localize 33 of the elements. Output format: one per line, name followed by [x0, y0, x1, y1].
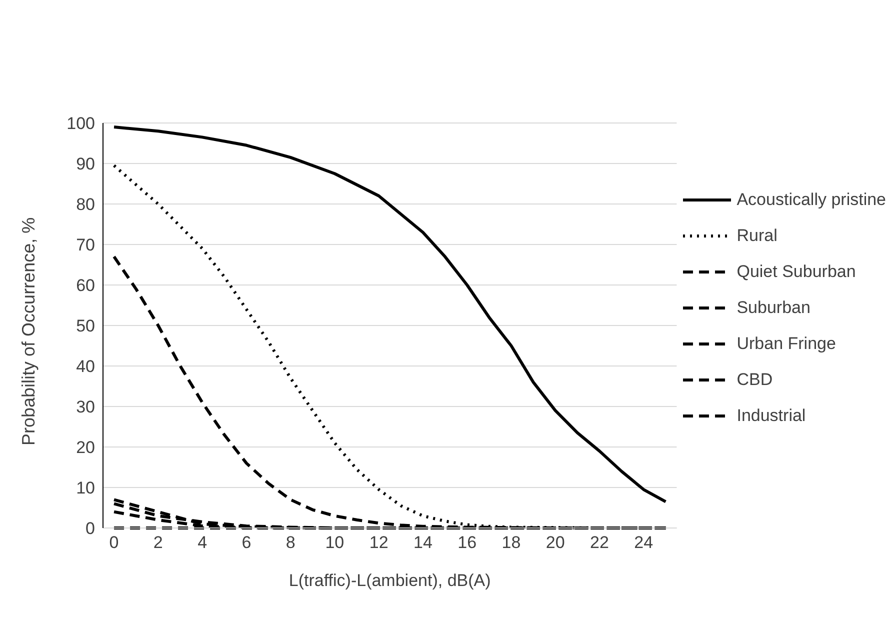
x-axis-title: L(traffic)-L(ambient), dB(A)	[288, 571, 491, 590]
y-tick-label: 100	[66, 114, 95, 134]
y-tick-label: 30	[76, 398, 95, 417]
x-tick-label: 22	[590, 533, 609, 552]
y-axis-title: Probability of Occurrence, %	[18, 217, 38, 446]
legend-label: Suburban	[736, 297, 810, 319]
x-tick-label: 14	[414, 533, 432, 552]
y-tick-label: 70	[76, 236, 95, 255]
x-tick-label: 8	[286, 533, 296, 552]
y-tick-label: 40	[76, 357, 95, 376]
legend-label: Acoustically pristine	[736, 189, 886, 211]
x-tick-label: 18	[502, 533, 521, 552]
y-tick-label: 80	[76, 195, 95, 214]
legend-label: Quiet Suburban	[736, 261, 856, 283]
y-tick-label: 90	[76, 154, 95, 174]
x-tick-label: 20	[546, 533, 565, 552]
legend-label: Rural	[736, 225, 778, 247]
x-tick-label: 16	[458, 533, 477, 552]
legend-label: CBD	[736, 369, 773, 391]
x-tick-label: 24	[634, 533, 654, 552]
x-tick-label: 0	[109, 533, 119, 552]
x-tick-label: 12	[369, 533, 388, 552]
y-tick-label: 50	[76, 316, 95, 336]
y-tick-label: 60	[76, 276, 95, 296]
y-tick-label: 20	[76, 438, 95, 458]
x-tick-label: 6	[242, 533, 252, 552]
x-tick-label: 2	[153, 533, 163, 552]
y-tick-label: 10	[76, 478, 95, 498]
legend-label: Urban Fringe	[736, 333, 836, 355]
legend-label: Industrial	[736, 405, 806, 427]
x-tick-label: 10	[325, 533, 344, 552]
x-tick-label: 4	[198, 533, 208, 552]
y-tick-label: 0	[86, 519, 95, 538]
